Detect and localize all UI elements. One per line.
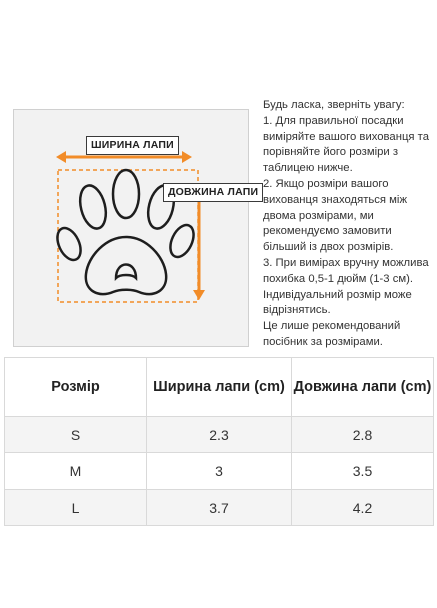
notes-item-2: 2. Якщо розміри вашого вихованця знаходя… bbox=[263, 177, 408, 254]
length-label: ДОВЖИНА ЛАПИ bbox=[163, 183, 264, 202]
width-cell: 3.7 bbox=[146, 489, 292, 526]
length-cell: 2.8 bbox=[291, 416, 434, 453]
width-arrow-icon bbox=[56, 151, 192, 163]
width-label: ШИРИНА ЛАПИ bbox=[86, 136, 179, 155]
length-cell: 3.5 bbox=[291, 452, 434, 490]
table-row: S 2.3 2.8 bbox=[4, 416, 434, 453]
table-row: M 3 3.5 bbox=[4, 452, 434, 490]
paw-measurement-figure: ШИРИНА ЛАПИ ДОВЖИНА ЛАПИ bbox=[13, 109, 264, 347]
notes-item-3: 3. При вимірах вручну можлива похибка 0,… bbox=[263, 256, 429, 317]
length-cell: 4.2 bbox=[291, 489, 434, 526]
size-table: Розмір Ширина лапи (cm) Довжина лапи (cm… bbox=[4, 357, 434, 526]
table-row: L 3.7 4.2 bbox=[4, 489, 434, 526]
table-header-row: Розмір Ширина лапи (cm) Довжина лапи (cm… bbox=[4, 357, 434, 417]
size-cell: L bbox=[4, 489, 147, 526]
notes-outro: Це лише рекомендований посібник за розмі… bbox=[263, 320, 401, 348]
size-cell: S bbox=[4, 416, 147, 453]
width-cell: 3 bbox=[146, 452, 292, 490]
header-paw-length: Довжина лапи (cm) bbox=[291, 357, 434, 417]
header-size: Розмір bbox=[4, 357, 147, 417]
notes-item-1: 1. Для правильної посадки виміряйте вашо… bbox=[263, 114, 430, 175]
header-paw-width: Ширина лапи (cm) bbox=[146, 357, 292, 417]
size-notes: Будь ласка, зверніть увагу: 1. Для прави… bbox=[263, 98, 433, 351]
width-cell: 2.3 bbox=[146, 416, 292, 453]
paw-print-icon bbox=[56, 168, 195, 296]
notes-intro: Будь ласка, зверніть увагу: bbox=[263, 99, 405, 111]
size-cell: M bbox=[4, 452, 147, 490]
